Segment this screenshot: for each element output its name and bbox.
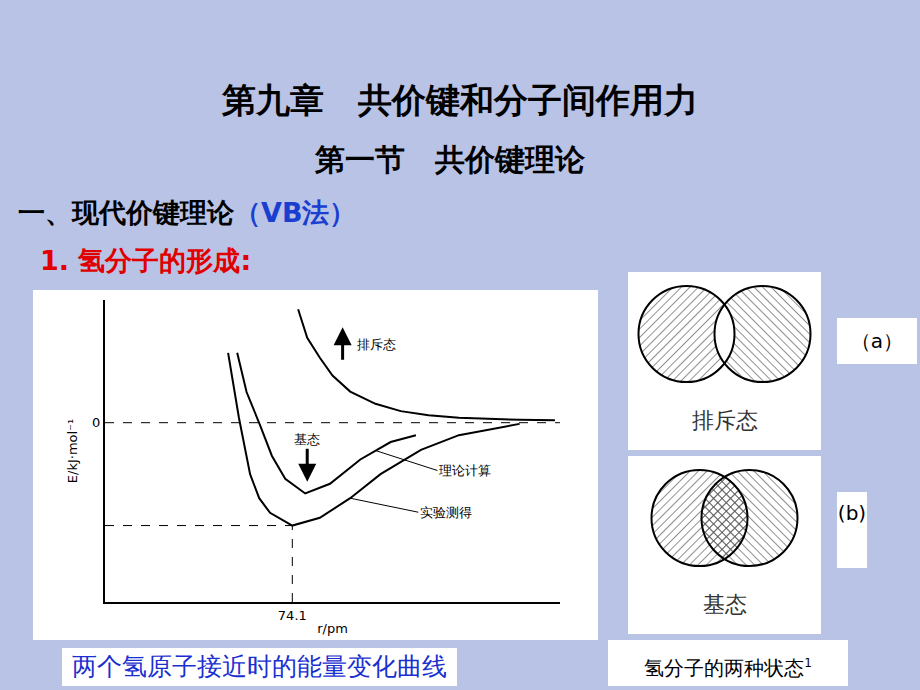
svg-text:74.1: 74.1 [278,608,307,623]
svg-text:0: 0 [92,415,100,430]
svg-text:E/kJ·mol⁻¹: E/kJ·mol⁻¹ [65,419,80,483]
html-text:氢分子的两种状态1: 氢分子的两种状态1 [644,655,812,680]
svg-text:基态: 基态 [294,432,320,447]
html-text:两个氢原子接近时的能量变化曲线: 两个氢原子接近时的能量变化曲线 [72,652,447,681]
html-text:排斥态: 排斥态 [691,408,758,433]
html-text:（a）: （a） [850,329,904,353]
svg-text:排斥态: 排斥态 [357,337,396,352]
html-text:第一节 共价键理论: 第一节 共价键理论 [315,142,585,177]
html-text:第九章 共价键和分子间作用力: 第九章 共价键和分子间作用力 [222,80,698,120]
html-text:一、现代价键理论（VB法）: 一、现代价键理论（VB法） [18,197,357,228]
svg-text:实验测得: 实验测得 [420,505,472,520]
html-text:1. 氢分子的形成:: 1. 氢分子的形成: [40,245,252,276]
html-text:基态: 基态 [702,592,747,617]
html-text:(b): (b) [837,501,867,525]
svg-text:理论计算: 理论计算 [439,463,491,478]
svg-text:r/pm: r/pm [317,621,348,636]
